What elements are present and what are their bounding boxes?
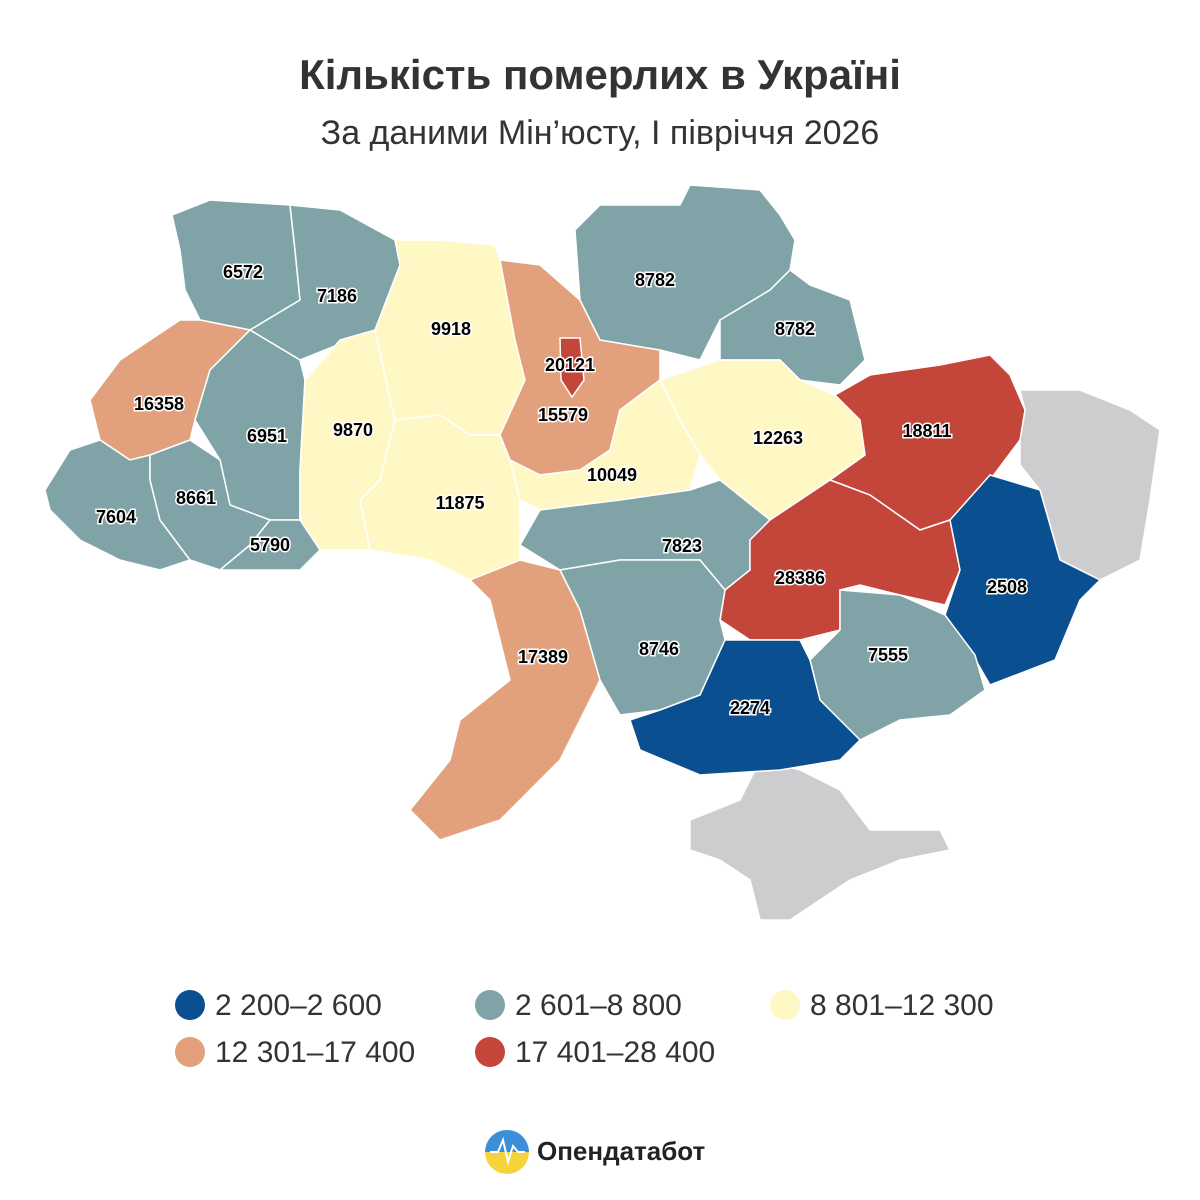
legend-label: 8 801–12 300 — [810, 989, 994, 1022]
brand-logo — [485, 1130, 529, 1174]
title: Кількість померлих в Україні — [299, 51, 901, 98]
region-label: 12263 — [753, 428, 803, 448]
region-label: 6572 — [223, 262, 263, 282]
region-label: 8746 — [639, 639, 679, 659]
legend-label: 2 200–2 600 — [215, 989, 382, 1022]
region-label: 18811 — [902, 421, 951, 441]
legend-swatch — [175, 1037, 205, 1067]
region — [408, 559, 601, 841]
region-label: 7186 — [317, 286, 357, 306]
region-label: 8661 — [176, 488, 216, 508]
region-label: 20121 — [545, 355, 595, 375]
region-label: 7823 — [662, 536, 702, 556]
region-label: 8782 — [775, 319, 815, 339]
legend-swatch — [770, 990, 800, 1020]
legend-label: 17 401–28 400 — [515, 1036, 715, 1069]
legend-label: 12 301–17 400 — [215, 1036, 415, 1069]
region-label: 10049 — [587, 465, 637, 485]
region — [629, 639, 862, 776]
region-label: 2274 — [730, 698, 770, 718]
legend-swatch — [175, 990, 205, 1020]
gray-region — [689, 759, 952, 921]
region-label: 6951 — [247, 426, 287, 446]
region-label: 16358 — [134, 394, 184, 414]
labels: 6572 7186 9918 15579 20121 8782 8782 16358 6951 9… — [94, 260, 1028, 719]
legend-swatch — [475, 1037, 505, 1067]
region-label: 15579 — [538, 405, 588, 425]
legend-label: 2 601–8 800 — [515, 989, 682, 1022]
region — [944, 474, 1102, 686]
region-label: 5790 — [250, 535, 290, 555]
region-label: 2508 — [987, 577, 1027, 597]
region-label: 7604 — [96, 507, 136, 527]
region-label: 9918 — [431, 319, 471, 339]
legend: 2 200–2 600 2 601–8 800 8 801–12 300 12 301… — [175, 989, 994, 1069]
region-label: 11875 — [435, 493, 484, 513]
legend-swatch — [475, 990, 505, 1020]
brand: Опендатабот — [537, 1136, 706, 1166]
region-label: 28386 — [775, 568, 825, 588]
subtitle: За даними Мін’юсту, І півріччя 2026 — [321, 114, 880, 152]
brand-logo-line — [490, 1136, 525, 1166]
region — [217, 519, 321, 571]
regions — [44, 184, 1102, 841]
region-label: 17389 — [518, 647, 568, 667]
region-label: 9870 — [333, 420, 373, 440]
region — [559, 337, 585, 399]
unmapped-areas — [689, 389, 1161, 921]
region — [809, 589, 986, 741]
region — [719, 479, 961, 641]
region-label: 8782 — [635, 270, 675, 290]
region-label: 7555 — [868, 645, 908, 665]
